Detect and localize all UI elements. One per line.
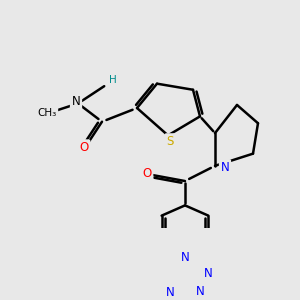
Text: S: S <box>166 135 174 148</box>
Text: N: N <box>181 251 189 264</box>
Text: O: O <box>142 167 152 180</box>
Text: N: N <box>166 286 174 299</box>
Text: CH₃: CH₃ <box>38 108 57 118</box>
Text: N: N <box>220 161 230 174</box>
Text: H: H <box>109 75 117 85</box>
Text: N: N <box>203 268 212 281</box>
Text: N: N <box>196 285 204 298</box>
Text: N: N <box>72 95 80 108</box>
Text: O: O <box>80 141 88 154</box>
